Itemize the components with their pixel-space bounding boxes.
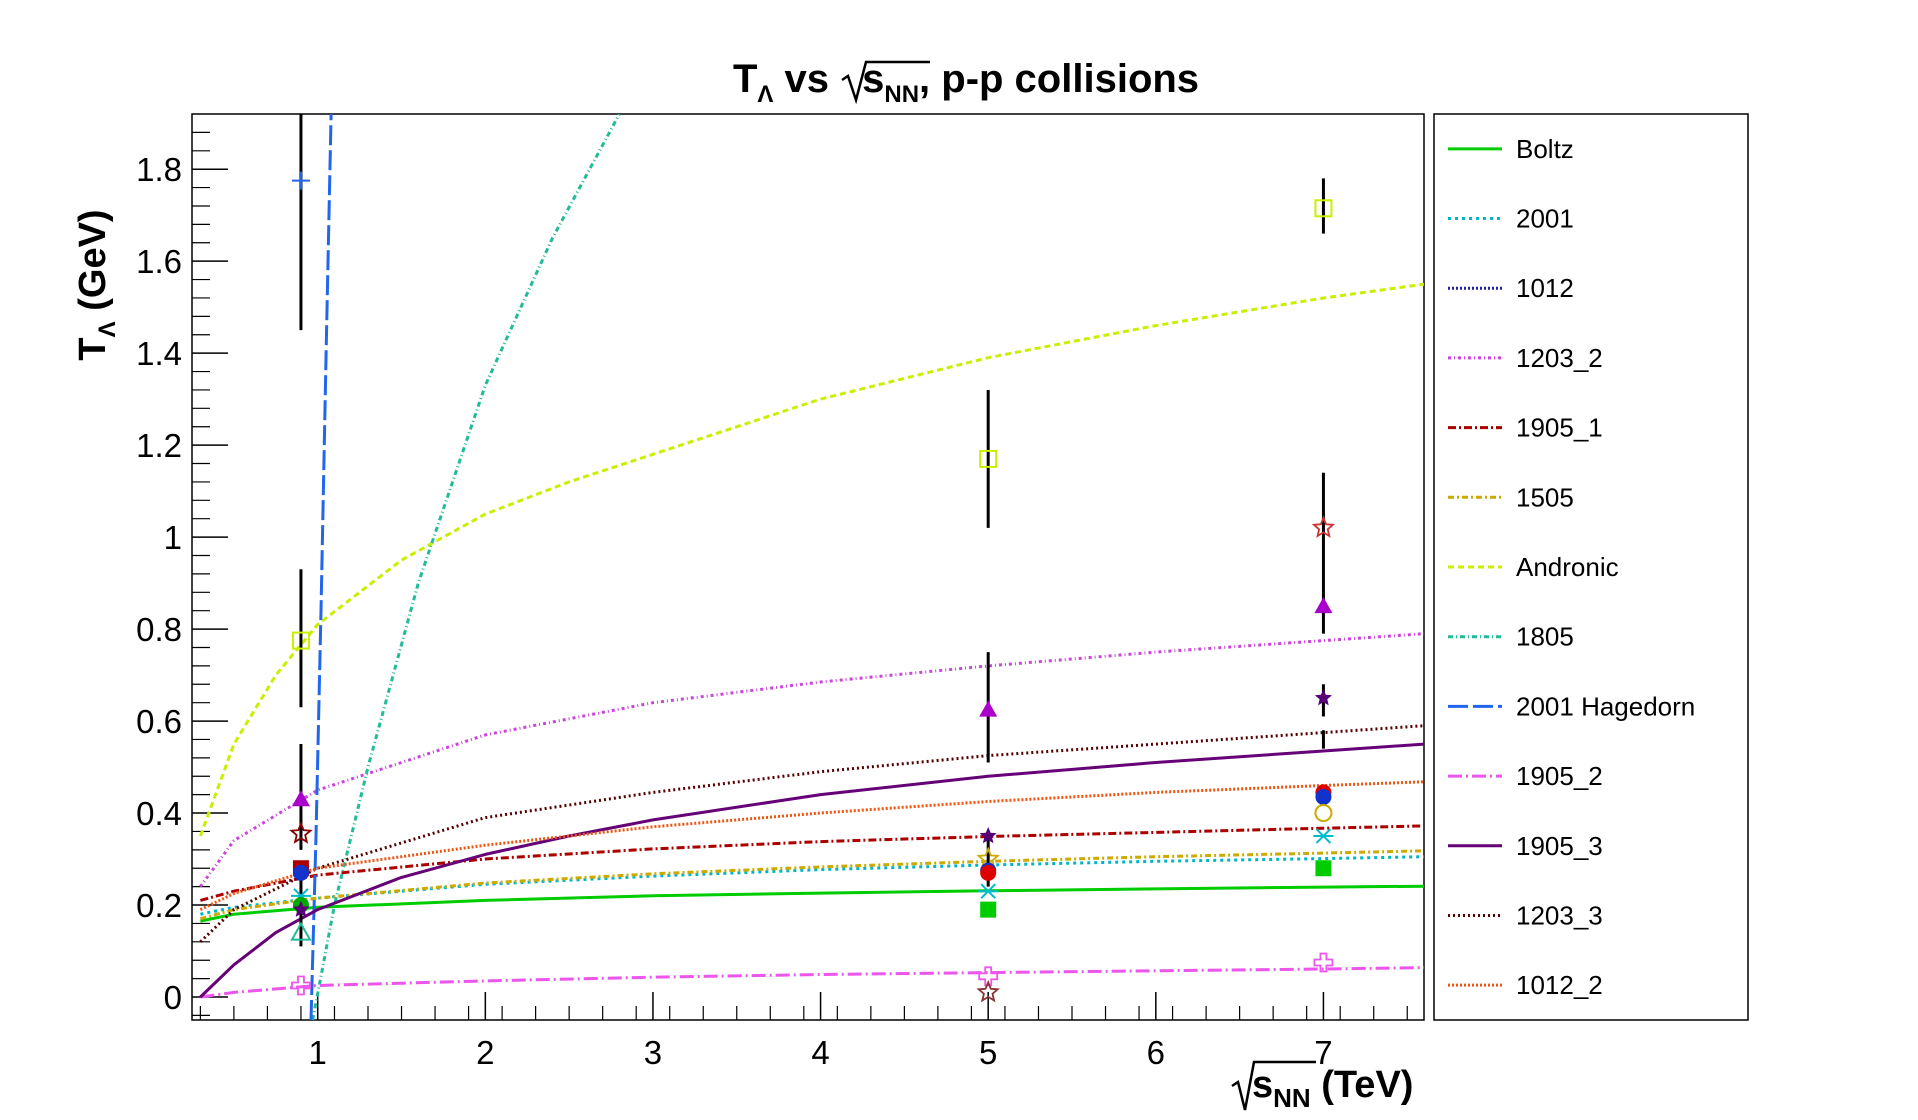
y-tick-label: 0.4 xyxy=(136,795,182,832)
data-point-filled-circle xyxy=(292,864,309,881)
ylabel-main: T xyxy=(72,337,114,360)
axis-tick-labels: 1 2 3 4 5 6 7 0 0.2 0.4 0.6 0.8 1 1.2 1.4 1.6 1.8 xyxy=(136,151,1332,1071)
legend-label-1805: 1805 xyxy=(1516,622,1574,652)
data-point-open-square xyxy=(291,631,310,650)
y-tick-label: 0 xyxy=(164,979,182,1016)
data-point-open-cross xyxy=(1313,952,1334,973)
data-point-filled-star xyxy=(292,900,310,917)
ylabel-sub: Λ xyxy=(94,321,121,337)
data-point-open-star xyxy=(976,980,1000,1003)
series-curve-boltz xyxy=(200,884,1424,923)
data-point-filled-triangle xyxy=(1314,597,1333,614)
data-point-filled-square xyxy=(980,901,997,918)
title-mid: vs xyxy=(773,57,840,101)
data-point-open-star xyxy=(289,821,313,844)
legend-label-1012-2: 1012_2 xyxy=(1516,970,1603,1000)
legend-label-1203-3: 1203_3 xyxy=(1516,900,1603,930)
series-curve-1905-2 xyxy=(200,966,1424,999)
title-sub: Λ xyxy=(757,81,773,108)
series-curve-1905-3 xyxy=(199,742,1424,999)
data-point-asterisk xyxy=(978,883,999,899)
x-tick-label: 3 xyxy=(644,1034,662,1071)
data-point-filled-circle xyxy=(1315,788,1332,805)
legend-label-1905-3: 1905_3 xyxy=(1516,831,1603,861)
data-point-filled-star xyxy=(1314,689,1332,706)
plot-frame xyxy=(191,113,1425,1021)
x-tick-label: 1 xyxy=(309,1034,327,1071)
title-root-sub: NN xyxy=(884,81,919,108)
series-curves xyxy=(198,114,1424,1020)
legend-label-2001-hagedorn: 2001 Hagedorn xyxy=(1516,691,1695,721)
legend-label-andronic: Andronic xyxy=(1516,552,1619,582)
data-markers xyxy=(289,171,1336,1003)
title-tail: , p-p collisions xyxy=(919,57,1199,101)
legend-box xyxy=(1433,113,1749,1021)
data-point-filled-star xyxy=(979,827,997,844)
data-point-open-star xyxy=(1311,515,1336,538)
title-main: T xyxy=(733,57,757,101)
x-tick-label: 4 xyxy=(811,1034,829,1071)
legend-label-2001: 2001 xyxy=(1516,204,1574,234)
legend-label-1012: 1012 xyxy=(1516,273,1574,303)
xlabel-tail: (TeV) xyxy=(1311,1064,1414,1106)
data-point-open-triangle xyxy=(290,921,312,941)
legend-label-1905-1: 1905_1 xyxy=(1516,413,1603,443)
x-tick-label: 5 xyxy=(979,1034,997,1071)
y-tick-label: 0.6 xyxy=(136,703,182,740)
legend-label-1203-2: 1203_2 xyxy=(1516,343,1603,373)
y-tick-label: 1.6 xyxy=(136,243,182,280)
data-point-open-cross xyxy=(978,966,999,987)
series-curve-1805 xyxy=(311,114,621,1020)
legend-label-1505: 1505 xyxy=(1516,482,1574,512)
data-point-open-square xyxy=(979,449,998,468)
data-point-plus xyxy=(291,171,310,190)
series-curve-2001-hagedorn xyxy=(309,114,333,1020)
series-curve-andronic xyxy=(198,282,1424,837)
data-point-asterisk xyxy=(1313,828,1334,844)
x-tick-label: 2 xyxy=(476,1034,494,1071)
chart-title: TΛ vs sNN, p-p collisions xyxy=(733,57,1199,108)
legend: Boltz 2001 1012 1203_2 1905_1 1505 Andronic 180… xyxy=(1448,134,1695,1000)
x-axis-label: sNN (TeV) xyxy=(1252,1064,1413,1113)
data-point-open-circle xyxy=(1314,804,1333,823)
y-tick-label: 1 xyxy=(164,519,182,556)
title-root-s: s xyxy=(862,57,884,101)
series-curve-1905-1 xyxy=(200,824,1424,902)
xlabel-root-s: s xyxy=(1252,1064,1273,1106)
legend-label-1905-2: 1905_2 xyxy=(1516,761,1603,791)
y-axis-label: TΛ (GeV) xyxy=(72,209,121,360)
series-curve-1012-2 xyxy=(199,780,1424,911)
y-tick-label: 0.2 xyxy=(136,887,182,924)
y-tick-label: 1.8 xyxy=(136,151,182,188)
x-tick-label: 7 xyxy=(1314,1034,1332,1071)
y-tick-label: 1.2 xyxy=(136,427,182,464)
data-point-filled-square xyxy=(1315,860,1332,877)
xlabel-root-sub: NN xyxy=(1273,1083,1311,1113)
title-sqrt-symbol xyxy=(841,60,930,105)
data-point-open-square xyxy=(1314,199,1333,218)
x-tick-label: 6 xyxy=(1147,1034,1165,1071)
y-tick-label: 0.8 xyxy=(136,611,182,648)
data-point-filled-triangle xyxy=(291,790,310,807)
data-point-filled-triangle xyxy=(979,700,998,717)
y-tick-label: 1.4 xyxy=(136,335,182,372)
xlabel-sqrt-symbol xyxy=(1231,1060,1316,1111)
ylabel-tail: (GeV) xyxy=(72,209,114,321)
data-point-open-cross xyxy=(291,975,311,996)
series-curve-1203-2 xyxy=(199,632,1424,888)
legend-label-boltz: Boltz xyxy=(1516,134,1574,164)
data-point-filled-circle xyxy=(980,864,997,881)
